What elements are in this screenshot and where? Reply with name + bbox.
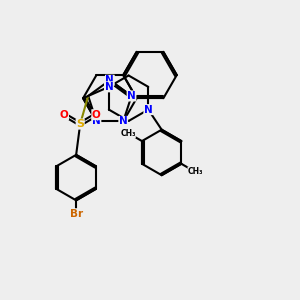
Text: N: N [104, 82, 113, 92]
Text: CH₃: CH₃ [120, 129, 136, 138]
Text: O: O [92, 110, 100, 120]
Text: N: N [106, 75, 114, 85]
Text: Br: Br [70, 209, 83, 219]
Text: N: N [92, 116, 101, 126]
Text: S: S [76, 119, 84, 129]
Text: N: N [144, 105, 153, 115]
Text: N: N [119, 116, 128, 126]
Text: CH₃: CH₃ [188, 167, 203, 176]
Text: O: O [60, 110, 68, 120]
Text: N: N [127, 91, 136, 101]
